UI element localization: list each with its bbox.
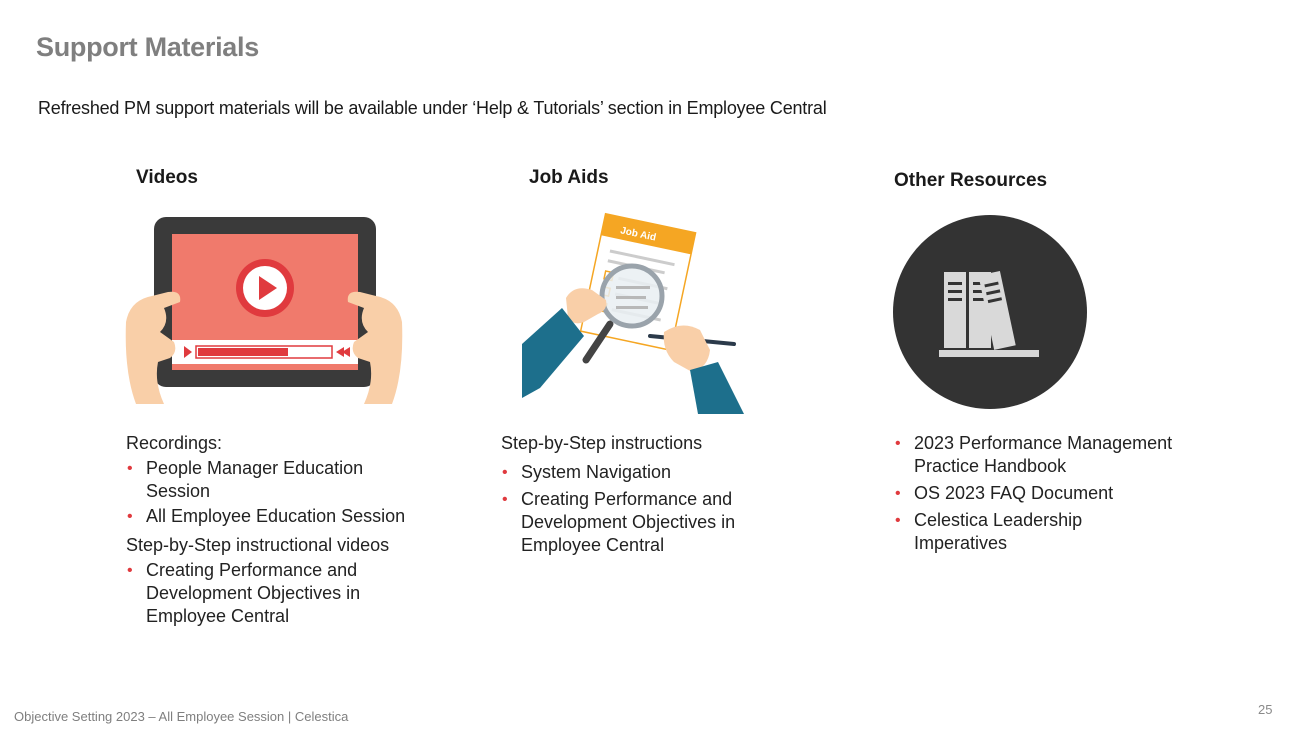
- recordings-label: Recordings:: [126, 433, 223, 453]
- list-item: Creating Performance and Development Obj…: [126, 559, 426, 628]
- video-tablet-icon: [125, 217, 403, 404]
- page-number: 25: [1258, 702, 1273, 717]
- list-item: 2023 Performance Management Practice Han…: [894, 432, 1174, 478]
- books-icon: [893, 215, 1087, 409]
- list-item: People Manager Education Session: [126, 457, 426, 503]
- other-resources-heading: Other Resources: [894, 170, 1048, 191]
- footer-text: Objective Setting 2023 – All Employee Se…: [14, 709, 349, 724]
- job-aids-content: Step-by-Step instructions System Navigat…: [501, 432, 801, 559]
- list-item: Creating Performance and Development Obj…: [501, 488, 801, 557]
- instructional-videos-label: Step-by-Step instructional videos: [126, 535, 390, 555]
- list-item: System Navigation: [501, 461, 801, 484]
- other-resources-content: 2023 Performance Management Practice Han…: [894, 432, 1174, 557]
- videos-heading: Videos: [136, 167, 198, 188]
- slide-subtitle: Refreshed PM support materials will be a…: [38, 98, 827, 118]
- recordings-list: People Manager Education Session All Emp…: [126, 457, 426, 528]
- job-aids-heading: Job Aids: [529, 167, 609, 188]
- list-item: OS 2023 FAQ Document: [894, 482, 1174, 505]
- job-aid-document-icon: Job Aid: [522, 212, 744, 414]
- job-aids-label: Step-by-Step instructions: [501, 433, 703, 453]
- videos-content: Recordings: People Manager Education Ses…: [126, 432, 426, 630]
- list-item: All Employee Education Session: [126, 505, 426, 528]
- list-item: Celestica Leadership Imperatives: [894, 509, 1174, 555]
- job-aids-list: System Navigation Creating Performance a…: [501, 461, 801, 557]
- other-resources-list: 2023 Performance Management Practice Han…: [894, 432, 1174, 555]
- slide-title: Support Materials: [36, 32, 259, 62]
- instructional-videos-list: Creating Performance and Development Obj…: [126, 559, 426, 628]
